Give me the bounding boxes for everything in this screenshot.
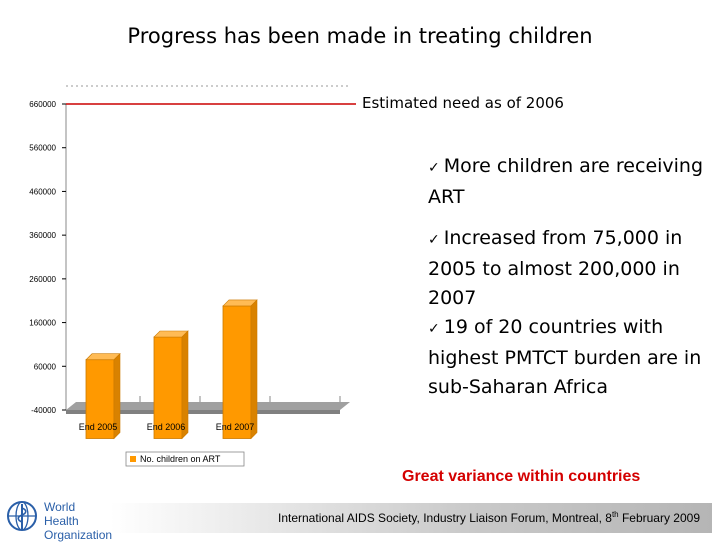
bar bbox=[222, 305, 252, 439]
bullet-item: ✓ More children are receiving ART bbox=[428, 152, 718, 212]
footer-bar bbox=[110, 503, 712, 533]
footer-end: February 2009 bbox=[618, 511, 700, 525]
y-tick-label: 260000 bbox=[29, 275, 56, 284]
footer: World Health Organization International … bbox=[0, 493, 720, 542]
y-tick-label: -40000 bbox=[31, 406, 56, 415]
y-tick-label: 560000 bbox=[29, 144, 56, 153]
floor-top bbox=[66, 402, 350, 410]
legend-swatch bbox=[130, 456, 136, 462]
y-tick-label: 160000 bbox=[29, 319, 56, 328]
x-tick-label: End 2007 bbox=[216, 422, 255, 432]
variance-note: Great variance within countries bbox=[402, 468, 641, 485]
y-tick-label: 660000 bbox=[29, 100, 56, 109]
bullet-text: 19 of 20 countries with highest PMTCT bu… bbox=[428, 316, 702, 398]
checkmark-icon: ✓ bbox=[428, 160, 440, 176]
legend-label: No. children on ART bbox=[140, 454, 221, 464]
who-logo-text: World Health Organization bbox=[44, 500, 112, 542]
slide-title: Progress has been made in treating child… bbox=[127, 24, 593, 48]
logo-line: Organization bbox=[44, 528, 113, 542]
legend-box bbox=[125, 451, 245, 467]
footer-sup: th bbox=[611, 510, 619, 519]
footer-text: International AIDS Society, Industry Lia… bbox=[0, 510, 700, 525]
y-tick-label: 360000 bbox=[29, 231, 56, 240]
bullet-item: ✓ 19 of 20 countries with highest PMTCT b… bbox=[428, 313, 718, 402]
footer-main: International AIDS Society, Industry Lia… bbox=[278, 511, 612, 525]
bullet-text: Increased from 75,000 in 2005 to almost … bbox=[428, 227, 683, 309]
floor-front bbox=[66, 410, 340, 414]
bullet-item: ✓ Increased from 75,000 in 2005 to almost… bbox=[428, 224, 718, 313]
bullet-text: More children are receiving ART bbox=[428, 155, 704, 208]
bar-side bbox=[113, 353, 121, 440]
chart-legend: No. children on ART bbox=[125, 451, 245, 467]
bullet-list: ✓ More children are receiving ART ✓ Increa… bbox=[428, 152, 718, 402]
y-tick-label: 460000 bbox=[29, 187, 56, 196]
y-tick-label: 60000 bbox=[34, 362, 57, 371]
bar bbox=[85, 359, 115, 439]
chart-floor bbox=[66, 396, 350, 414]
x-tick-label: End 2006 bbox=[147, 422, 186, 432]
bar-side bbox=[181, 330, 189, 440]
who-emblem-icon bbox=[7, 501, 37, 531]
x-tick-label: End 2005 bbox=[79, 422, 118, 432]
chart-bars bbox=[85, 299, 258, 440]
y-axis: 660000 560000 460000 360000 260000 160000 6000… bbox=[29, 100, 67, 415]
checkmark-icon: ✓ bbox=[428, 321, 440, 337]
checkmark-icon: ✓ bbox=[428, 232, 440, 248]
logo-line: World Health bbox=[44, 500, 79, 528]
x-axis-labels: End 2005 End 2006 End 2007 bbox=[79, 422, 255, 432]
reference-line-label: Estimated need as of 2006 bbox=[362, 94, 564, 112]
who-logo: World Health Organization bbox=[6, 499, 112, 542]
bar-side bbox=[250, 299, 258, 440]
bar-chart: 660000 560000 460000 360000 260000 160000 6000… bbox=[29, 85, 356, 467]
